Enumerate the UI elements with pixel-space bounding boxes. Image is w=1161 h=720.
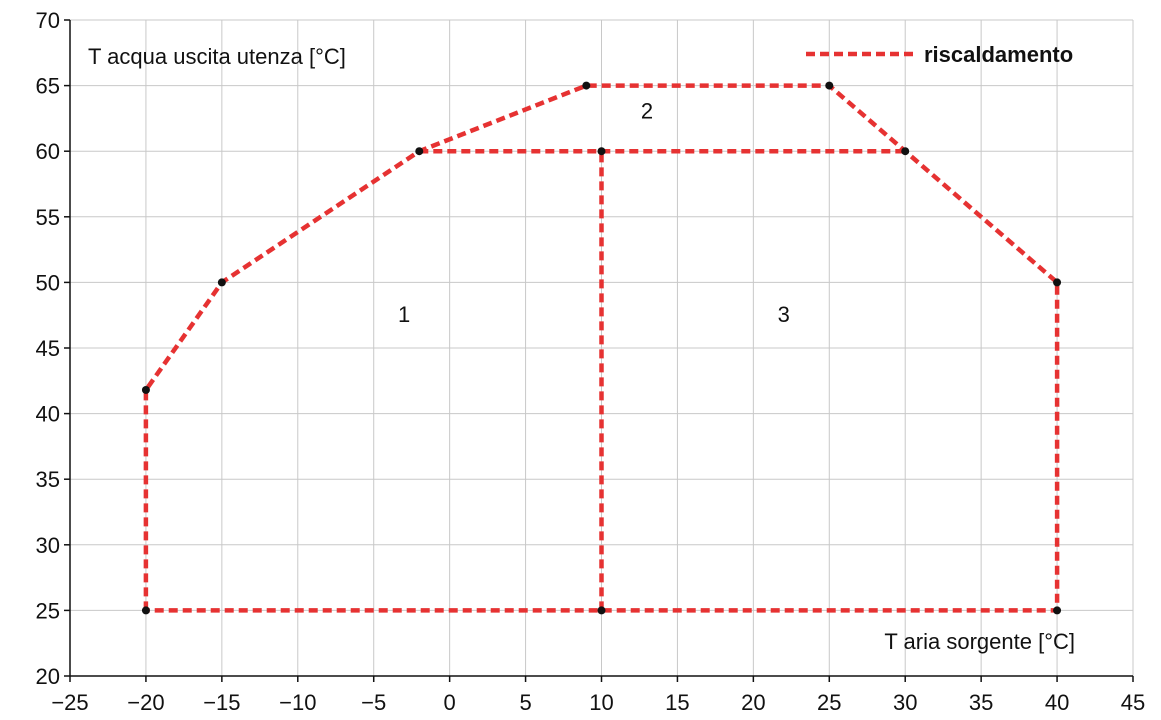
y-tick-label: 65: [36, 74, 60, 99]
x-tick-label: 35: [969, 690, 993, 715]
data-point: [1053, 606, 1062, 615]
x-tick-label: 20: [741, 690, 765, 715]
y-axis-title: T acqua uscita utenza [°C]: [88, 44, 346, 69]
data-point: [825, 81, 834, 90]
x-tick-label: 10: [589, 690, 613, 715]
region-label-3: 3: [778, 302, 790, 327]
x-tick-label: 40: [1045, 690, 1069, 715]
data-point: [582, 81, 591, 90]
region-label-1: 1: [398, 302, 410, 327]
x-tick-label: 0: [444, 690, 456, 715]
x-tick-labels: −25 −20 −15 −10 −5 0 5 10 15 20 25 30 35 40 45: [51, 690, 1145, 715]
data-point: [597, 147, 606, 156]
y-tick-label: 40: [36, 402, 60, 427]
data-point: [597, 606, 606, 615]
y-tick-label: 60: [36, 139, 60, 164]
region-label-2: 2: [641, 98, 653, 123]
data-point: [901, 147, 910, 156]
x-tick-label: −25: [51, 690, 88, 715]
x-axis-title: T aria sorgente [°C]: [884, 629, 1075, 654]
y-tick-label: 30: [36, 533, 60, 558]
axes: [64, 19, 1134, 682]
data-point: [217, 278, 226, 287]
data-point: [1053, 278, 1062, 287]
y-tick-label: 45: [36, 336, 60, 361]
y-tick-label: 50: [36, 270, 60, 295]
legend: riscaldamento: [806, 42, 1073, 67]
series-segment: [143, 83, 1060, 613]
x-tick-label: 30: [893, 690, 917, 715]
legend-label-riscaldamento: riscaldamento: [924, 42, 1073, 67]
region-labels: 1 2 3: [398, 98, 790, 326]
data-point: [141, 385, 150, 394]
data-point: [141, 606, 150, 615]
data-points: [141, 81, 1062, 615]
data-point: [415, 147, 424, 156]
series-riscaldamento: [143, 83, 1060, 613]
x-tick-label: 45: [1121, 690, 1145, 715]
x-tick-label: 5: [519, 690, 531, 715]
y-tick-label: 70: [36, 8, 60, 33]
y-tick-label: 20: [36, 664, 60, 689]
x-tick-label: −10: [279, 690, 316, 715]
y-tick-labels: 20 25 30 35 40 45 50 55 60 65 70: [36, 8, 60, 689]
x-tick-label: 25: [817, 690, 841, 715]
x-tick-label: −15: [203, 690, 240, 715]
y-tick-label: 25: [36, 598, 60, 623]
y-tick-label: 35: [36, 467, 60, 492]
x-tick-label: 15: [665, 690, 689, 715]
x-tick-label: −20: [127, 690, 164, 715]
x-tick-label: −5: [361, 690, 386, 715]
y-tick-label: 55: [36, 205, 60, 230]
